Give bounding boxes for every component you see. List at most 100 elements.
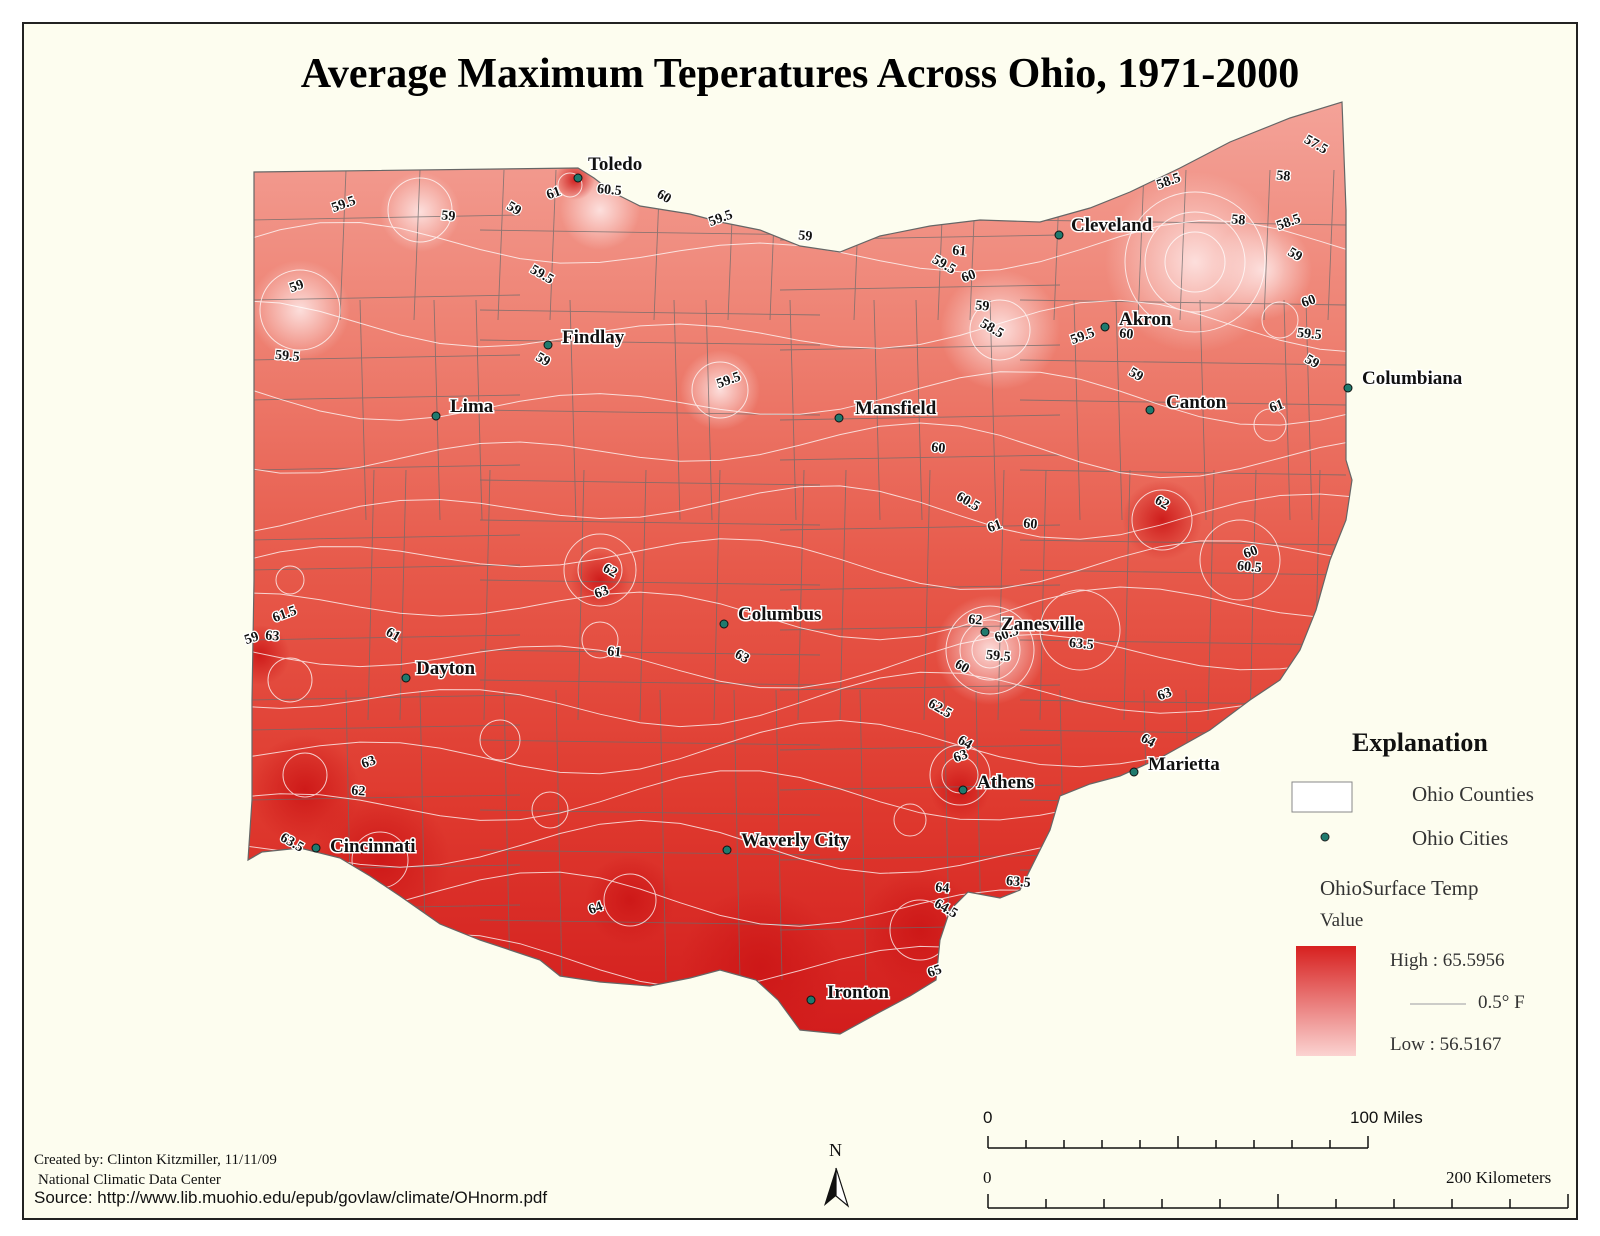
isotherm-label: 59.5 [1296,326,1322,343]
county-line [249,694,521,701]
warm-zone [680,888,840,1034]
credit-author: Created by: Clinton Kitzmiller, 11/11/09 [34,1152,277,1168]
isotherm-loop [267,657,313,703]
county-line [479,849,821,856]
isotherm-loop [691,361,749,419]
city-dot [722,845,732,855]
isotherm-label: 63.5 [1005,874,1031,891]
city-label: Findlay [562,327,625,348]
county-line [249,394,521,401]
isotherm-loop [1124,191,1266,333]
county-line [249,534,521,541]
county-line [367,469,375,721]
legend-counties-label: Ohio Counties [1412,782,1534,806]
scale-km-start: 0 [983,1168,992,1187]
isotherm-line [248,485,1352,540]
isotherm-loop [1039,589,1121,671]
county-line [479,229,821,236]
county-line [839,469,847,721]
county-line [1137,169,1145,321]
county-line [555,689,563,981]
county-line [1269,689,1277,981]
isotherm-loop [1144,211,1246,313]
county-line [479,339,821,346]
county-line [779,344,1061,351]
isotherm-label: 62 [351,783,366,799]
isotherm-label: 59 [441,208,456,224]
city-label: Canton [1166,392,1227,413]
isotherm-line [248,586,1352,641]
city-dot [1343,383,1353,393]
county-line [1263,169,1271,321]
county-line [1019,469,1347,476]
warm-zone [570,550,630,610]
scale-bar-km [987,1194,1569,1209]
city-label: Marietta [1148,754,1220,775]
isotherm-loop [479,719,521,761]
county-line [249,214,521,221]
county-line [1115,299,1123,521]
isotherm-line [248,299,1352,353]
isotherm-loop [531,791,569,829]
city-label: Waverly City [741,830,850,851]
credit-data-source: National Climatic Data Center [38,1172,221,1188]
county-line [483,469,491,721]
county-line [1123,469,1131,721]
city-dot [806,995,816,1005]
county-line [249,634,521,641]
city-label: Dayton [416,658,476,679]
county-line [249,294,521,301]
isotherm-label: 60 [931,440,946,456]
isotherm-label: 60 [1300,292,1318,311]
isotherm-loop [581,621,619,659]
legend-title: Explanation [1352,728,1488,757]
county-line [1333,689,1341,981]
legend-high-label: High : 65.5956 [1390,950,1505,971]
county-line [713,469,721,721]
legend-contour-label: 0.5° F [1478,992,1525,1013]
county-line [577,469,585,721]
county-line [779,454,1061,461]
surface-clip-group [248,102,1352,1034]
city-dot [1054,230,1064,240]
city-dot [1145,405,1155,415]
county-line [479,649,821,656]
isotherm-label: 63.5 [1068,636,1094,653]
warm-zone [310,790,450,930]
city-label: Athens [977,772,1034,793]
county-line [1019,909,1347,916]
city-label: Zanesville [1001,614,1083,635]
city-dot [401,673,411,683]
cool-zone [935,595,1045,705]
county-line [249,464,521,471]
cool-zone [250,260,350,360]
city-label: Akron [1119,309,1172,330]
county-line [479,479,821,486]
isotherm-loop [603,873,657,927]
county-line [249,724,521,731]
county-line [479,579,821,586]
county-line [549,169,557,321]
isotherm-label: 61 [952,243,967,259]
isotherm-label: 60 [654,187,674,207]
city-label: Lima [450,396,494,417]
city-dot [1129,767,1139,777]
isotherm-label: 60.5 [1236,559,1262,576]
county-line [779,854,1061,861]
county-line [479,739,821,746]
county-line [1019,639,1347,646]
isotherm-loop [969,299,1031,361]
isotherm-line [248,671,1352,728]
county-line [873,299,881,521]
isotherm-loop [563,533,637,607]
county-line [1019,539,1347,546]
county-line [1283,299,1291,521]
city-label: Cleveland [1071,215,1153,236]
isotherm-label: 61 [607,644,622,660]
north-label: N [829,1140,842,1160]
isotherm-loop [259,269,341,351]
county-line [923,469,931,721]
isotherm-label: 63 [593,583,611,602]
county-line [779,784,1061,791]
